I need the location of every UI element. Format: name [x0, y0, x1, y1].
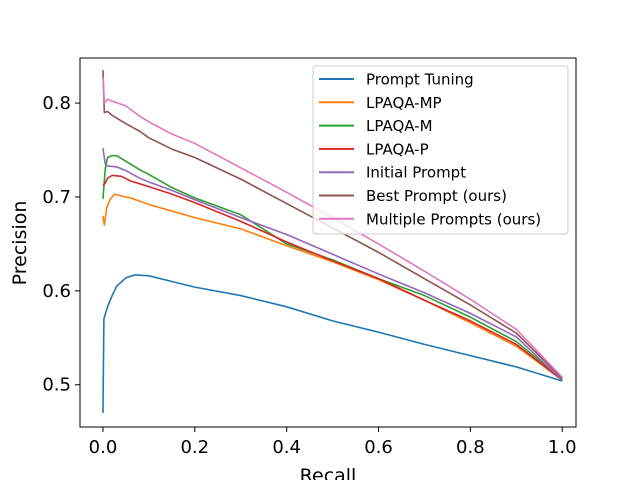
legend-label-6: Multiple Prompts (ours) — [366, 210, 541, 228]
x-tick-label: 0.4 — [272, 437, 301, 458]
x-tick-label: 0.0 — [89, 437, 118, 458]
series-line-0 — [102, 274, 563, 413]
series-line-5 — [102, 70, 563, 379]
series-line-2 — [102, 154, 563, 380]
y-tick-label: 0.8 — [42, 93, 71, 114]
y-axis-label: Precision — [9, 201, 31, 286]
y-tick-label: 0.5 — [42, 375, 71, 396]
plot-frame — [79, 57, 577, 428]
series-line-6 — [102, 76, 563, 378]
y-tick-label: 0.7 — [42, 187, 71, 208]
x-axis: 0.0 0.2 0.4 0.6 0.8 1.0 — [89, 427, 577, 458]
legend-label-1: LPAQA-MP — [366, 94, 442, 112]
legend-label-2: LPAQA-M — [366, 117, 433, 135]
legend-label-4: Initial Prompt — [366, 164, 466, 182]
legend-label-0: Prompt Tuning — [366, 71, 474, 89]
y-axis: 0.5 0.6 0.7 0.8 — [42, 93, 80, 396]
x-tick-label: 0.6 — [364, 437, 393, 458]
series-line-4 — [102, 148, 563, 381]
series-layer — [102, 70, 563, 413]
x-tick-label: 0.8 — [456, 437, 485, 458]
x-axis-label: Recall — [300, 465, 357, 480]
y-tick-label: 0.6 — [42, 281, 71, 302]
x-tick-label: 1.0 — [548, 437, 577, 458]
legend: Prompt Tuning LPAQA-MP LPAQA-M LPAQA-P Initi… — [312, 65, 569, 235]
legend-label-5: Best Prompt (ours) — [366, 187, 507, 205]
series-line-3 — [102, 174, 563, 381]
legend-label-3: LPAQA-P — [366, 140, 429, 158]
legend-box — [312, 65, 569, 235]
x-tick-label: 0.2 — [180, 437, 209, 458]
